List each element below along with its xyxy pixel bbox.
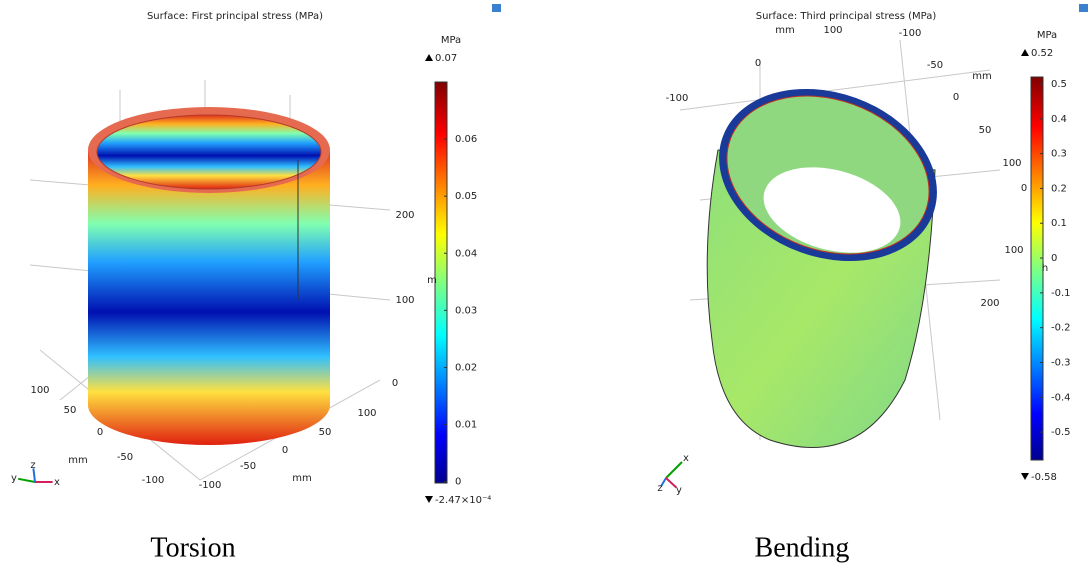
colorbar-tick-label: 0.04 — [455, 248, 477, 259]
triad-label: z — [657, 483, 662, 494]
colorbar-tick-label: 0.2 — [1051, 183, 1067, 194]
axis-label: 100 — [1002, 158, 1021, 169]
triad-label: y — [676, 485, 682, 496]
colorbar-tick-label: 0.05 — [455, 191, 477, 202]
triad-arrow — [32, 468, 36, 483]
axis-label: 200 — [980, 298, 999, 309]
colorbar — [434, 81, 448, 484]
colorbar-tick-label: -0.3 — [1051, 358, 1071, 369]
axis-label: -50 — [240, 461, 256, 472]
colorbar-tick-label: 0.01 — [455, 420, 477, 431]
axis-label: mm — [775, 25, 794, 36]
plot-title: Surface: First principal stress (MPa) — [147, 11, 323, 22]
axis-label: 0 — [392, 378, 398, 389]
triad-arrow — [660, 477, 667, 487]
caption: Torsion — [150, 532, 235, 563]
colorbar-max: 0.07 — [435, 53, 457, 64]
axis-label: 0 — [97, 427, 103, 438]
colorbar-unit: MPa — [441, 35, 461, 46]
colorbar-min: -2.47×10⁻⁴ — [435, 495, 491, 506]
caption: Bending — [755, 532, 850, 563]
axis-label: 50 — [979, 125, 992, 136]
colorbar-tick-label: 0.4 — [1051, 114, 1067, 125]
colorbar-tick-label: 0.1 — [1051, 218, 1067, 229]
max-marker — [425, 54, 433, 61]
colorbar-tick-label: 0 — [1051, 253, 1057, 264]
axis-label: m — [427, 275, 437, 286]
colorbar — [1030, 76, 1044, 461]
min-marker — [425, 496, 433, 503]
axis-label: 0 — [755, 58, 761, 69]
max-marker — [1021, 49, 1029, 56]
axis-label: 50 — [319, 427, 332, 438]
torsion-cylinder — [88, 107, 330, 445]
axis-label: -50 — [927, 60, 943, 71]
axis-label: mm — [972, 71, 991, 82]
window-icon[interactable] — [1079, 4, 1088, 12]
axis-label: -100 — [199, 480, 222, 491]
axis-label: 100 — [395, 295, 414, 306]
colorbar-min: -0.58 — [1031, 472, 1057, 483]
colorbar-tick-label: 0.02 — [455, 362, 477, 373]
colorbar-tick-label: 0.06 — [455, 134, 477, 145]
colorbar-tick-label: -0.1 — [1051, 288, 1071, 299]
axis-label: -100 — [899, 28, 922, 39]
axis-label: mm — [292, 473, 311, 484]
axis-label: -100 — [142, 475, 165, 486]
colorbar-max: 0.52 — [1031, 48, 1053, 59]
axis-label: 200 — [395, 210, 414, 221]
axis-label: h — [1042, 263, 1048, 274]
colorbar-tick-label: -0.4 — [1051, 392, 1071, 403]
colorbar-tick-label: 0.3 — [1051, 149, 1067, 160]
min-marker — [1021, 473, 1029, 480]
triad-label: x — [683, 453, 689, 464]
colorbar-tick-label: -0.2 — [1051, 323, 1071, 334]
triad-arrow — [665, 477, 678, 489]
axis-label: 100 — [30, 385, 49, 396]
triad-label: y — [11, 473, 17, 484]
axis-label: -50 — [117, 452, 133, 463]
axis-label: 0 — [953, 92, 959, 103]
axis-label: 100 — [1004, 245, 1023, 256]
axis-label: -100 — [666, 93, 689, 104]
axis-label: 100 — [823, 25, 842, 36]
axis-label: 100 — [357, 408, 376, 419]
triad-arrow — [18, 477, 36, 483]
colorbar-tick-label: 0.03 — [455, 305, 477, 316]
colorbar-tick-label: 0.5 — [1051, 79, 1067, 90]
axis-label: 0 — [282, 445, 288, 456]
window-icon[interactable] — [492, 4, 501, 12]
colorbar-tick-label: 0 — [455, 477, 461, 488]
triad-label: z — [30, 460, 35, 471]
axis-label: 0 — [1021, 183, 1027, 194]
bending-tube — [706, 88, 937, 448]
triad-arrow — [665, 461, 683, 479]
triad-label: x — [54, 477, 60, 488]
axis-label: mm — [68, 455, 87, 466]
colorbar-tick-label: -0.5 — [1051, 427, 1071, 438]
plot-title: Surface: Third principal stress (MPa) — [756, 11, 937, 22]
axis-label: 50 — [64, 405, 77, 416]
colorbar-unit: MPa — [1037, 30, 1057, 41]
